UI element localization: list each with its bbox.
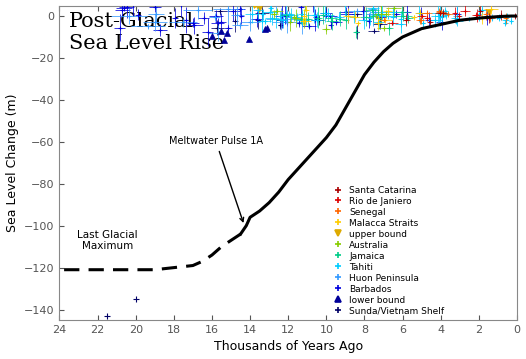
Text: Last Glacial
Maximum: Last Glacial Maximum	[77, 229, 137, 251]
Text: Meltwater Pulse 1A: Meltwater Pulse 1A	[169, 136, 263, 222]
Text: Post-Glacial
Sea Level Rise: Post-Glacial Sea Level Rise	[68, 12, 224, 53]
X-axis label: Thousands of Years Ago: Thousands of Years Ago	[214, 340, 363, 354]
Y-axis label: Sea Level Change (m): Sea Level Change (m)	[6, 94, 18, 232]
Legend: Santa Catarina, Rio de Janiero, Senegal, Malacca Straits, upper bound, Australia: Santa Catarina, Rio de Janiero, Senegal,…	[329, 186, 444, 316]
